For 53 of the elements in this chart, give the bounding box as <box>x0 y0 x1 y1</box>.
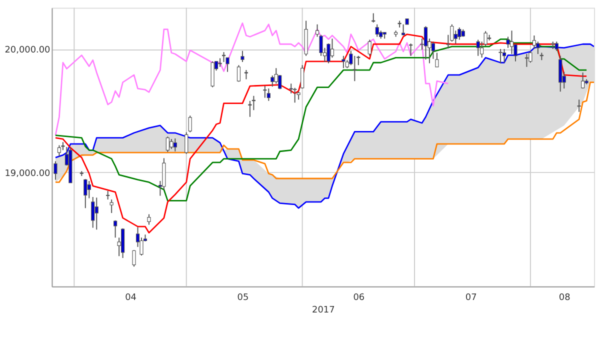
candlestick <box>581 72 585 90</box>
candlestick <box>435 52 439 68</box>
candlestick <box>188 115 192 133</box>
x-tick-label: 04 <box>125 292 137 303</box>
candlestick <box>270 75 274 88</box>
candlestick <box>498 48 502 64</box>
candlestick <box>558 55 562 92</box>
candlestick <box>532 34 536 50</box>
candlestick <box>244 70 248 80</box>
candlestick <box>166 136 170 152</box>
candlestick <box>375 24 379 38</box>
x-tick-label: 07 <box>465 292 477 303</box>
candlestick <box>87 180 91 199</box>
candlestick <box>554 41 558 52</box>
candlestick <box>94 197 98 230</box>
candlestick <box>54 160 58 180</box>
candlestick <box>502 48 506 64</box>
candlestick <box>236 64 241 82</box>
candlestick <box>342 55 346 69</box>
candlestick <box>240 50 244 62</box>
x-tick-label: 05 <box>237 292 249 303</box>
candlestick <box>170 138 174 150</box>
x-axis-title: 2017 <box>312 306 335 316</box>
x-tick-label: 08 <box>558 292 571 303</box>
candlestick <box>402 24 406 36</box>
y-tick-label: 20,000.00 <box>4 46 51 56</box>
candlestick <box>173 138 177 152</box>
candlestick <box>431 41 436 60</box>
candlestick <box>147 214 151 226</box>
candlestick <box>91 196 95 228</box>
candlestick <box>266 88 270 102</box>
line-series <box>54 82 594 183</box>
line-series <box>54 22 449 136</box>
candlestick <box>184 132 188 154</box>
candlestick <box>57 144 62 157</box>
candlestick <box>330 38 334 58</box>
candlestick <box>368 39 372 56</box>
candlestick <box>84 178 88 209</box>
candlestick <box>476 39 480 56</box>
candlestick <box>528 50 532 64</box>
candlestick <box>300 64 304 90</box>
candlestick <box>121 228 125 259</box>
candlestick <box>248 100 252 118</box>
candlestick <box>424 26 428 60</box>
candlestick <box>132 250 136 268</box>
candlestick <box>352 55 356 82</box>
candlestick <box>210 60 214 88</box>
x-tick-label: 06 <box>353 292 365 303</box>
candlestick <box>454 30 458 44</box>
candlestick <box>114 220 118 238</box>
y-tick-label: 19,000.00 <box>4 168 51 179</box>
candlestick <box>110 198 114 214</box>
candlestick <box>458 26 462 40</box>
